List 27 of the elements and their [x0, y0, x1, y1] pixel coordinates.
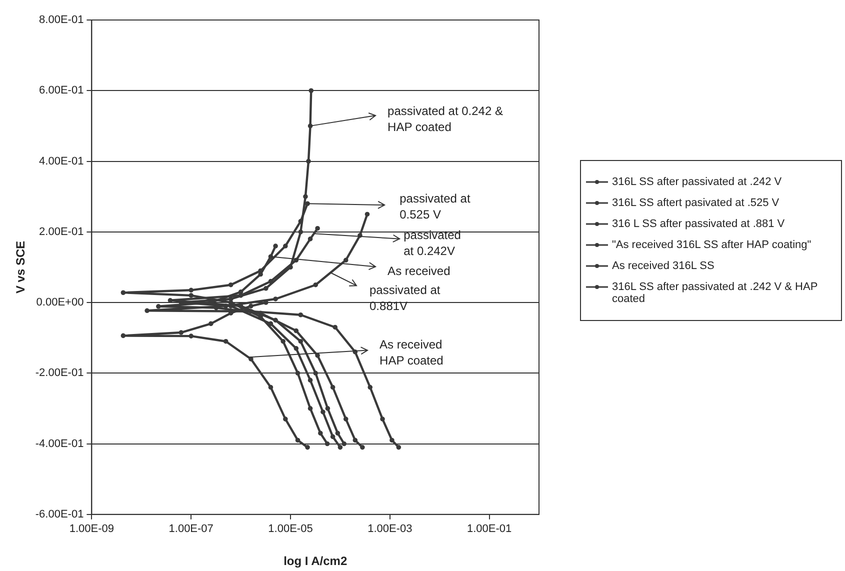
x-tick-label: 1.00E-01 — [466, 523, 512, 536]
x-tick-label: 1.00E-05 — [268, 523, 313, 536]
y-tick-label: 8.00E-01 — [39, 14, 84, 26]
y-axis-title: V vs SCE — [14, 240, 28, 294]
y-tick-label: -4.00E-01 — [35, 438, 84, 450]
y-tick-label: 0.00E+00 — [36, 296, 84, 309]
y-tick-label: 6.00E-01 — [39, 84, 84, 97]
x-tick-label: 1.00E-07 — [168, 523, 214, 536]
y-tick-label: 4.00E-01 — [39, 155, 84, 168]
legend-label: 316L SS after passivated at .242 V — [612, 176, 782, 188]
y-tick-label: -2.00E-01 — [35, 367, 84, 380]
legend-label: 316L SS aftert pasivated at .525 V — [612, 197, 780, 209]
annotation: passivated at 0.242 & HAP coated — [388, 104, 503, 134]
legend-label: "As received 316L SS after HAP coating" — [612, 239, 812, 251]
x-axis-title: log I A/cm2 — [284, 554, 348, 568]
legend-label: 316L SS after passivated at .242 V & HAP coated — [612, 281, 818, 305]
annotation: As received — [388, 264, 450, 278]
legend-label: As received 316L SS — [612, 260, 714, 272]
annotation: As received HAP coated — [380, 338, 444, 368]
annotation: passivated at 0.881V — [370, 282, 441, 313]
annotation: passivated at 0.525 V — [400, 191, 471, 222]
annotation: passivated at 0.242V — [404, 228, 461, 258]
x-tick-label: 1.00E-09 — [69, 523, 114, 536]
y-tick-label: -6.00E-01 — [35, 508, 84, 520]
x-tick-label: 1.00E-03 — [368, 523, 412, 536]
y-tick-label: 2.00E-01 — [39, 226, 84, 238]
legend-label: 316 L SS after passivated at .881 V — [612, 218, 785, 230]
